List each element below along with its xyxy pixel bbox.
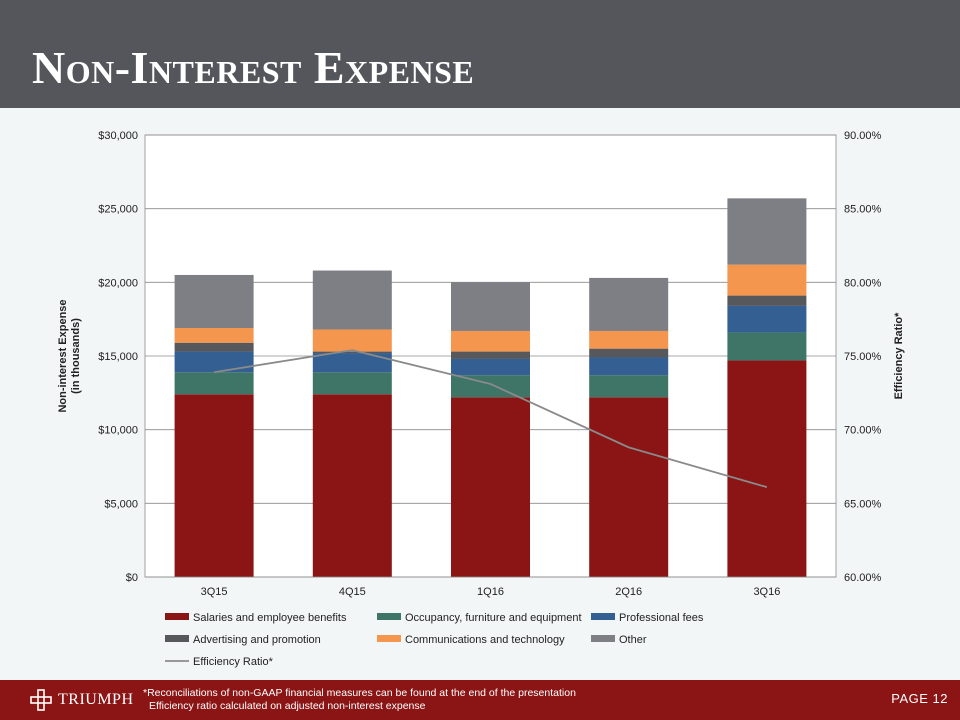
legend-swatch — [377, 613, 401, 620]
efficiency-ratio-line — [213, 349, 768, 488]
bar-segment — [451, 330, 530, 352]
y-left-tick-label: $15,000 — [98, 351, 138, 363]
bar-segment — [727, 332, 807, 361]
bar-segment — [312, 329, 392, 352]
footer-bar: TRIUMPH *Reconciliations of non-GAAP fin… — [0, 680, 960, 720]
bar-segment — [727, 295, 807, 306]
y-left-tick-label: $25,000 — [98, 204, 138, 216]
y-right-tick-label: 75.00% — [844, 351, 882, 363]
bar-segment — [174, 342, 254, 352]
legend-swatch — [591, 635, 615, 642]
legend-label: Salaries and employee benefits — [193, 612, 347, 624]
legend-label: Communications and technology — [405, 634, 565, 646]
bar-segment — [589, 375, 669, 398]
logo-text: TRIUMPH — [58, 691, 134, 708]
bar-segment — [174, 394, 254, 577]
legend-label: Advertising and promotion — [193, 634, 321, 646]
bar-segment — [451, 358, 530, 376]
legend-swatch — [377, 635, 401, 642]
bar-segment — [727, 198, 807, 265]
y-right-tick-label: 65.00% — [844, 498, 882, 510]
y-left-axis-title: Non-interest Expense(in thousands) — [57, 299, 82, 412]
header-bar: Non-Interest Expense — [0, 0, 960, 108]
x-tick-label: 1Q16 — [477, 586, 504, 598]
chart-area: $0 $5,000 $10,000 $15,000 $20,000 $25,000 $30,… — [0, 108, 960, 680]
footnote-reconciliation: *Reconciliations of non-GAAP financial m… — [143, 687, 576, 699]
page-number: PAGE 12 — [891, 691, 948, 706]
bar-segment — [451, 397, 530, 577]
bar-segment — [589, 277, 669, 331]
bar-segment — [312, 351, 392, 354]
cross-logo-icon — [30, 689, 52, 711]
bar-segment — [312, 270, 392, 330]
bar-segment — [312, 372, 392, 395]
bar-segment — [174, 372, 254, 395]
x-tick-label: 3Q16 — [753, 586, 780, 598]
y-left-tick-label: $0 — [126, 572, 138, 584]
y-left-tick-label: $5,000 — [104, 498, 138, 510]
y-left-tick-label: $10,000 — [98, 425, 138, 437]
legend-label: Occupancy, furniture and equipment — [405, 612, 582, 624]
legend-label: Professional fees — [619, 612, 704, 624]
bar-segment — [451, 282, 530, 331]
y-left-axis-title-line: Non-interest Expense — [57, 299, 69, 412]
bar-segment — [589, 330, 669, 349]
company-logo: TRIUMPH — [30, 686, 134, 714]
bar-segment — [589, 348, 669, 358]
bar-segment — [727, 264, 807, 296]
legend-swatch — [165, 635, 189, 642]
y-right-tick-label: 90.00% — [844, 130, 882, 142]
legend-label: Efficiency Ratio* — [193, 656, 274, 668]
y-right-tick-label: 85.00% — [844, 204, 882, 216]
bar-segment — [727, 360, 807, 577]
bar-segment — [312, 394, 392, 577]
bar-segment — [174, 328, 254, 343]
bar-segment — [727, 305, 807, 333]
bar-segment — [312, 353, 392, 373]
y-right-tick-label: 70.00% — [844, 425, 882, 437]
bar-segment — [451, 375, 530, 398]
x-tick-label: 3Q15 — [201, 586, 228, 598]
x-tick-label: 2Q16 — [615, 586, 642, 598]
footnotes: *Reconciliations of non-GAAP financial m… — [143, 687, 576, 713]
plot-border — [144, 134, 837, 578]
y-left-tick-label: $20,000 — [98, 277, 138, 289]
expense-chart: $0 $5,000 $10,000 $15,000 $20,000 $25,000 $30,… — [57, 130, 905, 668]
bar-segment — [174, 351, 254, 373]
y-right-tick-label: 80.00% — [844, 277, 882, 289]
y-left-axis-title-line: (in thousands) — [70, 318, 82, 394]
y-left-tick-label: $30,000 — [98, 130, 138, 142]
page-title: Non-Interest Expense — [32, 42, 475, 93]
y-right-axis-title: Efficiency Ratio* — [893, 312, 905, 400]
y-right-tick-label: 60.00% — [844, 572, 882, 584]
footnote-efficiency: Efficiency ratio calculated on adjusted … — [149, 700, 426, 712]
legend-swatch — [591, 613, 615, 620]
x-tick-label: 4Q15 — [339, 586, 366, 598]
legend-swatch — [165, 613, 189, 620]
legend-label: Other — [619, 634, 647, 646]
bar-segment — [589, 357, 669, 376]
bar-segment — [589, 397, 669, 577]
bar-segment — [174, 274, 254, 329]
bar-segment — [451, 351, 530, 359]
